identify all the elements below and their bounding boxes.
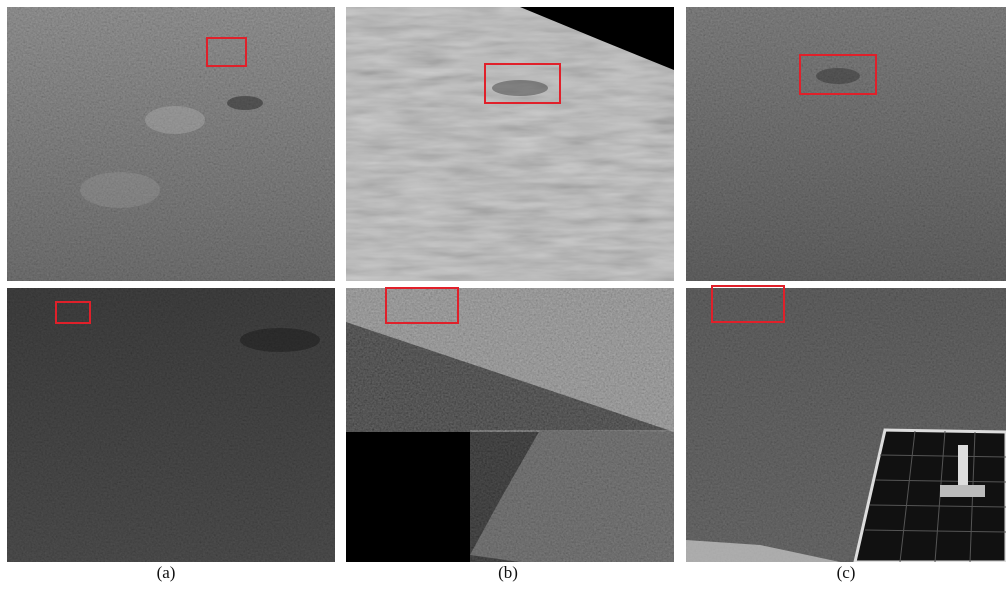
caption: (b) bbox=[498, 563, 518, 582]
image-c-top bbox=[686, 7, 1006, 281]
image-a-top bbox=[7, 7, 335, 281]
image-b-bottom bbox=[346, 288, 674, 562]
page: (a) (b) (c) (() => { const data = JSON.p… bbox=[0, 0, 1006, 591]
caption: (a) bbox=[157, 563, 176, 582]
image-c-bottom bbox=[686, 288, 1006, 562]
figure: (a) (b) (c) bbox=[0, 0, 1006, 591]
image-a-bottom bbox=[7, 288, 335, 562]
image-b-top bbox=[346, 7, 674, 281]
caption: (c) bbox=[837, 563, 856, 582]
